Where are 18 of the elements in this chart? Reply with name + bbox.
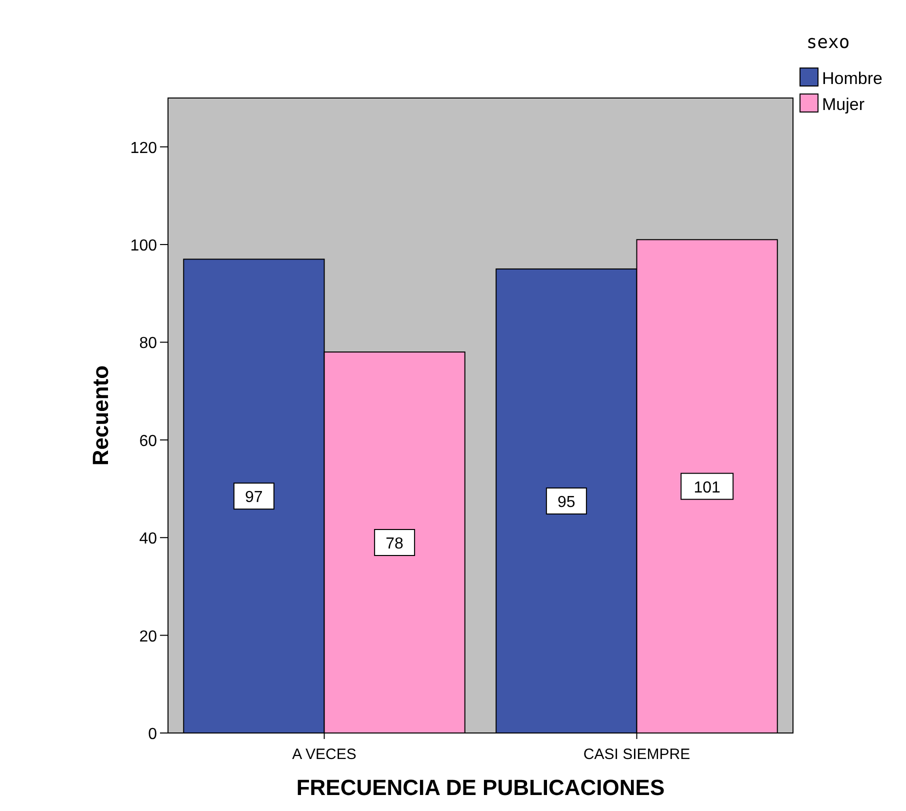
data-label: 95 [558, 494, 576, 511]
data-label: 97 [245, 489, 263, 506]
y-tick-label: 120 [130, 140, 158, 157]
x-tick-label: A VECES [292, 746, 356, 763]
y-tick-label: 100 [130, 238, 158, 255]
legend-label: Mujer [822, 95, 865, 114]
y-axis-title: Recuento [88, 365, 113, 466]
y-tick-label: 0 [148, 726, 158, 743]
y-tick-label: 40 [139, 530, 158, 548]
data-label: 101 [694, 479, 721, 496]
data-label: 78 [386, 536, 404, 552]
legend-title: sexo [806, 32, 850, 53]
x-axis-title: FRECUENCIA DE PUBLICACIONES [296, 775, 665, 800]
y-tick-label: 20 [139, 628, 158, 646]
y-tick-label: 80 [139, 335, 158, 352]
legend-label: Hombre [822, 69, 882, 88]
y-tick-label: 60 [139, 432, 158, 450]
x-tick-label: CASI SIEMPRE [583, 746, 690, 763]
